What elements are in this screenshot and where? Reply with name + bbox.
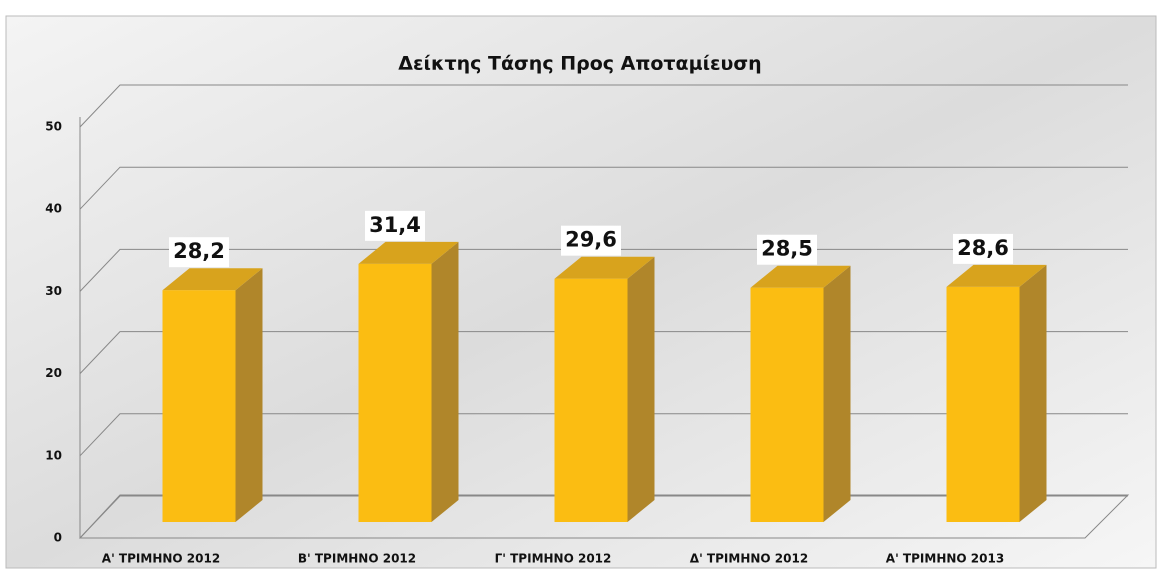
y-tick-label: 0 [54, 531, 62, 545]
bar [946, 286, 1020, 522]
x-tick-label: Γ' ΤΡΙΜΗΝΟ 2012 [495, 552, 612, 566]
bar-top [554, 256, 655, 279]
y-tick-label: 30 [45, 284, 62, 298]
value-label-box [757, 234, 817, 265]
bar [358, 263, 432, 522]
bar-side [627, 256, 655, 522]
x-tick-label: Β' ΤΡΙΜΗΝΟ 2012 [298, 552, 416, 566]
x-tick-label: Α' ΤΡΙΜΗΝΟ 2012 [102, 552, 220, 566]
bar [750, 287, 824, 522]
value-label-box [169, 237, 229, 268]
bar-side [431, 241, 459, 522]
bar-top [162, 268, 263, 291]
value-label: 28,5 [761, 237, 813, 261]
bar-top [358, 241, 459, 264]
chart-title: Δείκτης Τάσης Προς Αποταμίευση [398, 53, 761, 75]
bar [554, 278, 628, 522]
bar-top [750, 265, 851, 288]
y-tick-label: 40 [45, 202, 62, 216]
y-tick-label: 50 [45, 120, 62, 134]
value-label-box [953, 233, 1013, 264]
bar-side [1019, 264, 1047, 522]
bar-side [823, 265, 851, 522]
bar-side [235, 268, 263, 522]
value-label: 28,6 [957, 236, 1009, 260]
value-label: 28,2 [173, 239, 225, 263]
value-label-box [365, 210, 425, 241]
value-label-box [561, 225, 621, 256]
bar-top [946, 264, 1047, 287]
value-label: 31,4 [369, 213, 421, 237]
x-tick-label: Α' ΤΡΙΜΗΝΟ 2013 [886, 552, 1004, 566]
grid-line [79, 166, 1128, 210]
y-tick-label: 20 [45, 366, 62, 380]
value-label: 29,6 [565, 228, 617, 252]
x-tick-label: Δ' ΤΡΙΜΗΝΟ 2012 [690, 552, 808, 566]
y-tick-label: 10 [45, 448, 62, 462]
bar [162, 290, 236, 522]
grid-line [79, 84, 1128, 128]
